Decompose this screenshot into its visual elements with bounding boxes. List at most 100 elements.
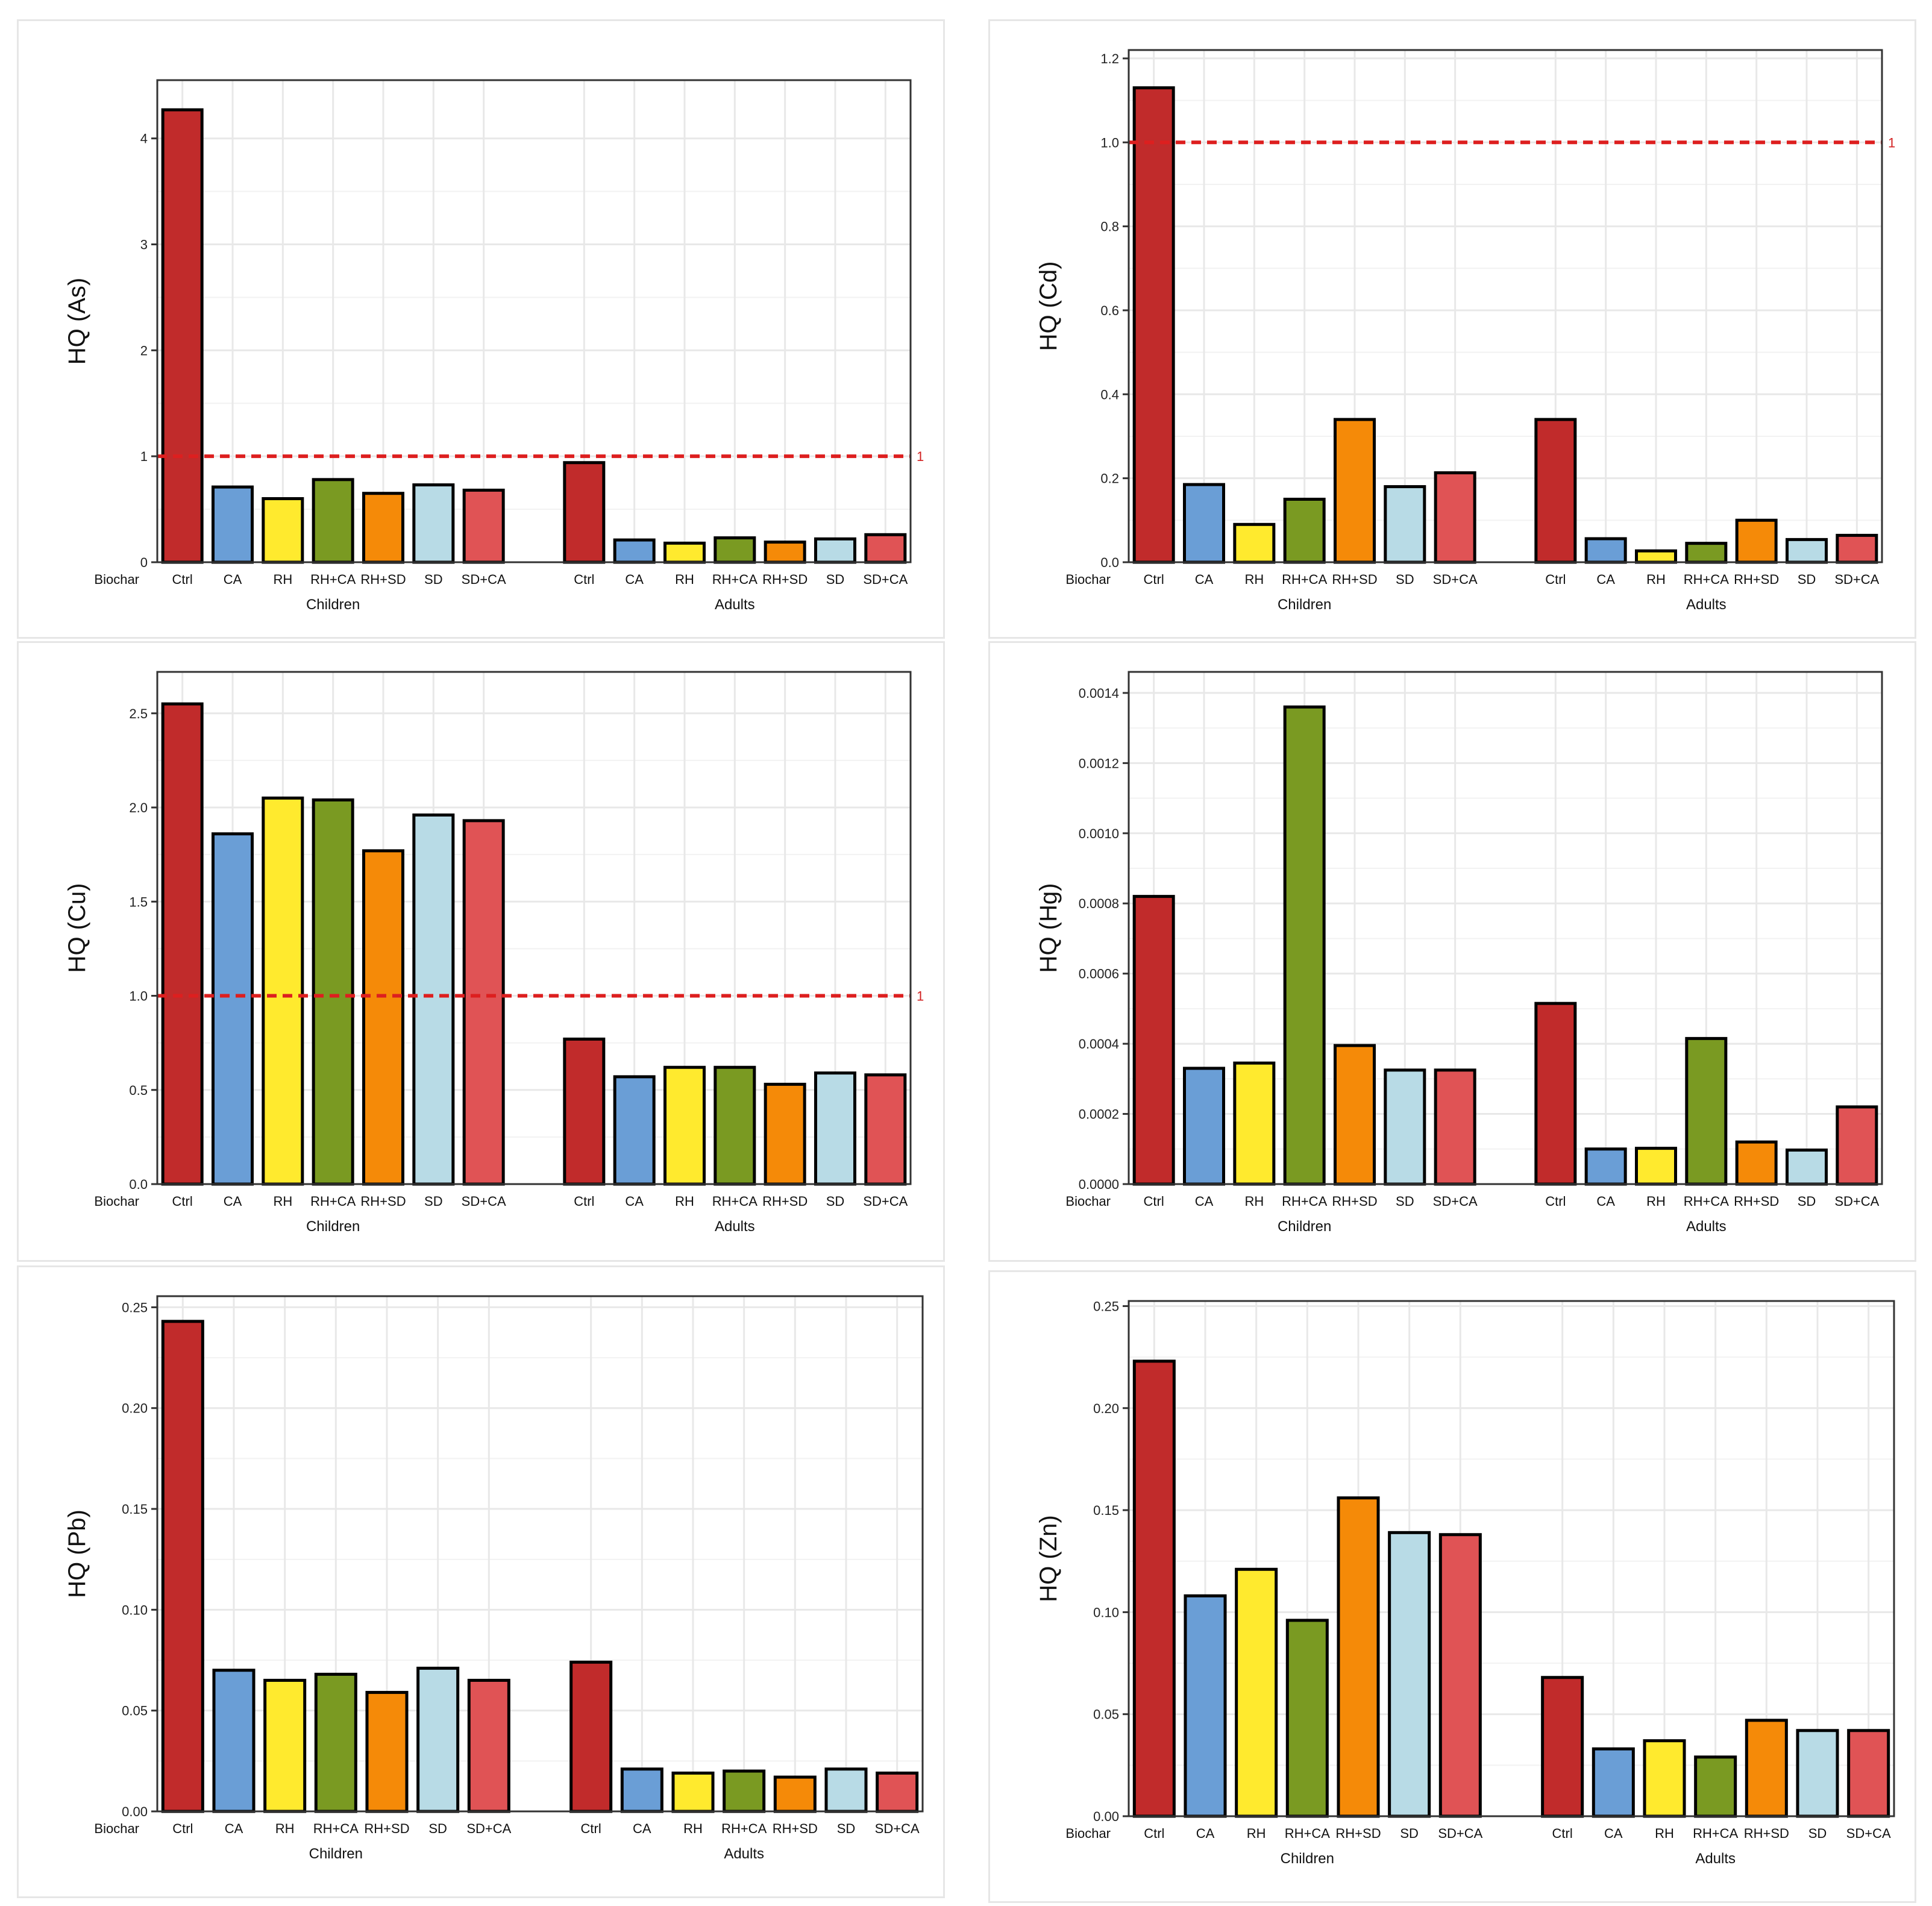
y-tick-label: 0.0012	[1079, 756, 1119, 771]
x-tick-label: SD	[1808, 1826, 1827, 1841]
group-label-children: Children	[309, 1846, 363, 1862]
bar-children-sd-plus-ca	[462, 819, 505, 1186]
y-axis-label: HQ (Cu)	[64, 883, 90, 973]
bar-children-sd-plus-ca	[1438, 1533, 1482, 1818]
x-tick-label: RH+SD	[360, 572, 406, 587]
x-tick-label: RH+CA	[1282, 1194, 1328, 1209]
y-tick-label: 0.20	[1093, 1401, 1119, 1416]
bar-children-rh	[1235, 1567, 1278, 1818]
bar-children-sd	[1384, 1068, 1426, 1186]
bar-children-rh-plus-sd	[362, 849, 404, 1186]
chart-panel-cd: Ctrl CA RH RH+CA RH+SD SD SD+CA Children Ctrl CA R…	[988, 19, 1916, 639]
bar-children-ctrl	[161, 108, 204, 564]
bar-adults-sd	[824, 1767, 868, 1813]
group-label-adults: Adults	[715, 1218, 755, 1235]
x-tick-label: SD+CA	[1433, 572, 1478, 587]
x-tick-label: RH	[273, 572, 292, 587]
y-tick-label: 0.25	[122, 1300, 148, 1315]
chart-panel-hg: Ctrl CA RH RH+CA RH+SD SD SD+CA Children Ctrl CA R…	[988, 641, 1916, 1262]
x-tick-label: CA	[224, 1194, 242, 1209]
x-tick-label: RH+SD	[762, 1194, 808, 1209]
y-tick-label: 0.0010	[1079, 826, 1119, 841]
bar-adults-rh	[1635, 1147, 1677, 1186]
plot-area	[157, 80, 911, 562]
x-axis-label-biochar: Biochar	[1065, 1194, 1111, 1209]
y-tick-label: 0.10	[1093, 1605, 1119, 1620]
bar-children-rh-plus-sd	[365, 1691, 409, 1813]
bar-adults-ca	[1584, 1147, 1627, 1186]
x-tick-label: CA	[625, 1194, 644, 1209]
x-tick-label: RH+SD	[1332, 572, 1377, 587]
plot-frame	[1128, 1300, 1895, 1817]
group-label-children: Children	[1281, 1851, 1334, 1867]
bar-adults-rh-plus-sd	[764, 1082, 806, 1186]
x-tick-label: RH	[683, 1821, 703, 1836]
y-tick-label: 0.6	[1100, 303, 1119, 318]
x-axis-label-biochar: Biochar	[94, 572, 139, 587]
x-tick-label: CA	[1195, 1194, 1214, 1209]
x-tick-label: Ctrl	[1144, 1194, 1164, 1209]
bar-adults-sd	[814, 1071, 856, 1186]
bar-children-sd-plus-ca	[1434, 471, 1476, 564]
y-tick-label: 0.20	[122, 1401, 148, 1416]
x-tick-label: Ctrl	[581, 1821, 601, 1836]
plot-area	[1129, 50, 1882, 562]
y-tick-label: 1.2	[1100, 51, 1119, 66]
bar-adults-sd-plus-ca	[864, 1073, 907, 1186]
y-tick-label: 2.5	[129, 706, 148, 721]
x-tick-label: SD+CA	[1834, 572, 1879, 587]
bar-children-rh-plus-sd	[362, 492, 404, 564]
x-tick-label: Ctrl	[172, 572, 193, 587]
bar-adults-rh-plus-ca	[1694, 1755, 1737, 1818]
y-tick-label: 0.0004	[1079, 1036, 1119, 1052]
bar-adults-rh-plus-sd	[1745, 1719, 1788, 1818]
bar-adults-rh	[1635, 549, 1677, 564]
bar-adults-ctrl	[1534, 1002, 1577, 1186]
bar-children-ctrl	[1132, 895, 1175, 1186]
y-tick-label: 1.0	[1100, 135, 1119, 150]
x-tick-label: RH	[675, 1194, 694, 1209]
x-tick-label: RH+CA	[1282, 572, 1328, 587]
bar-children-ctrl	[161, 1320, 204, 1813]
x-tick-label: SD+CA	[863, 1194, 908, 1209]
y-tick-label: 0.05	[1093, 1707, 1119, 1722]
group-label-adults: Adults	[715, 597, 755, 613]
bar-adults-sd-plus-ca	[1836, 533, 1878, 564]
group-label-children: Children	[1278, 597, 1331, 613]
y-tick-label: 0.0008	[1079, 896, 1119, 911]
y-tick-label: 0.15	[1093, 1503, 1119, 1518]
x-tick-label: SD	[1798, 572, 1816, 587]
y-axis-label: HQ (Cd)	[1035, 262, 1062, 351]
x-tick-label: SD+CA	[1438, 1826, 1482, 1841]
x-tick-label: RH+SD	[1734, 1194, 1779, 1209]
bar-children-sd-plus-ca	[467, 1678, 510, 1813]
x-tick-label: SD	[826, 1194, 845, 1209]
x-tick-label: CA	[633, 1821, 651, 1836]
x-tick-label: RH+CA	[1693, 1826, 1739, 1841]
x-tick-label: SD+CA	[462, 1194, 506, 1209]
x-tick-label: RH+SD	[360, 1194, 406, 1209]
y-axis-label: HQ (Hg)	[1035, 883, 1062, 973]
bar-adults-rh-plus-sd	[1735, 518, 1778, 564]
y-tick-label: 0.5	[129, 1083, 148, 1098]
group-label-adults: Adults	[724, 1846, 764, 1862]
x-tick-label: SD	[424, 1194, 443, 1209]
x-tick-label: CA	[1596, 1194, 1615, 1209]
chart-panel-cu: Ctrl CA RH RH+CA RH+SD SD SD+CA Children Ctrl CA R…	[17, 641, 945, 1262]
bar-children-sd	[412, 483, 455, 564]
bar-children-rh-plus-ca	[314, 1672, 357, 1813]
x-tick-label: CA	[224, 572, 242, 587]
x-tick-label: CA	[1604, 1826, 1623, 1841]
bar-adults-sd-plus-ca	[864, 533, 907, 564]
x-tick-label: RH+SD	[1734, 572, 1779, 587]
bar-adults-rh	[1643, 1739, 1686, 1818]
x-tick-label: SD+CA	[863, 572, 908, 587]
bar-children-rh	[1233, 522, 1276, 564]
x-tick-label: SD	[1798, 1194, 1816, 1209]
y-tick-label: 2	[140, 343, 148, 358]
x-tick-label: RH+SD	[773, 1821, 818, 1836]
y-tick-label: 1.5	[129, 894, 148, 909]
bar-children-rh	[262, 796, 304, 1186]
bar-children-rh-plus-ca	[312, 478, 354, 564]
y-tick-label: 0.15	[122, 1502, 148, 1517]
